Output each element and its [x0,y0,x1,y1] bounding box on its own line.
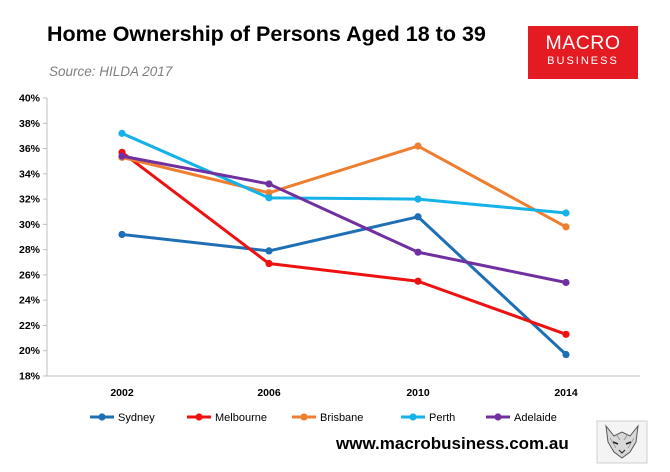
y-tick-label: 20% [19,345,41,357]
data-point-melbourne [265,259,273,268]
data-point-sydney [562,350,570,359]
data-point-brisbane [562,223,570,231]
series-line-brisbane [120,144,568,229]
data-point-perth [562,209,570,217]
data-point-perth [265,194,273,202]
x-tick-label: 2010 [406,387,430,399]
y-tick-label: 24% [19,295,41,307]
data-point-sydney [118,230,126,239]
data-point-melbourne [414,277,422,285]
chart-source: Source: HILDA 2017 [49,64,173,79]
series-line-perth [120,131,568,215]
y-tick-label: 26% [19,269,41,281]
data-point-perth [118,129,126,137]
data-point-sydney [265,247,273,255]
macrobusiness-logo: MACRO BUSINESS [528,26,638,79]
legend-swatch-marker [195,413,203,421]
data-point-brisbane [414,142,422,150]
y-tick-label: 18% [19,371,41,383]
data-point-adelaide [562,278,570,287]
x-tick-label: 2014 [554,387,578,399]
logo-line-1: MACRO [545,32,621,54]
x-tick-label: 2002 [110,387,134,399]
legend-label: Brisbane [320,412,363,424]
y-tick-label: 40% [19,93,41,105]
legend-swatch-marker [409,413,417,421]
y-tick-label: 28% [19,244,41,256]
legend-label: Melbourne [215,412,267,424]
series-line-adelaide [120,154,568,284]
legend-swatch-marker [300,413,308,421]
y-tick-label: 38% [19,118,41,130]
chart-title: Home Ownership of Persons Aged 18 to 39 [47,22,486,46]
wolf-sketch-icon [596,420,648,464]
y-tick-label: 36% [19,143,41,155]
data-point-adelaide [118,152,126,160]
legend-label: Sydney [118,412,155,424]
data-point-adelaide [414,248,422,256]
y-tick-label: 22% [19,320,41,332]
y-tick-label: 30% [19,219,41,231]
data-point-sydney [414,213,422,221]
series-line-melbourne [120,150,568,336]
legend-swatch-marker [494,413,502,421]
x-tick-label: 2006 [257,387,281,399]
logo-line-2: BUSINESS [547,55,619,67]
legend-swatch-marker [98,413,106,421]
data-point-adelaide [265,180,273,188]
data-point-melbourne [562,330,570,338]
y-tick-label: 34% [19,168,41,180]
legend-label: Perth [429,412,455,424]
series-line-sydney [120,215,568,357]
data-point-brisbane [265,189,273,197]
y-tick-label: 32% [19,194,41,206]
footer-url: www.macrobusiness.com.au [336,434,569,453]
data-point-perth [414,195,422,203]
legend-label: Adelaide [514,412,557,424]
